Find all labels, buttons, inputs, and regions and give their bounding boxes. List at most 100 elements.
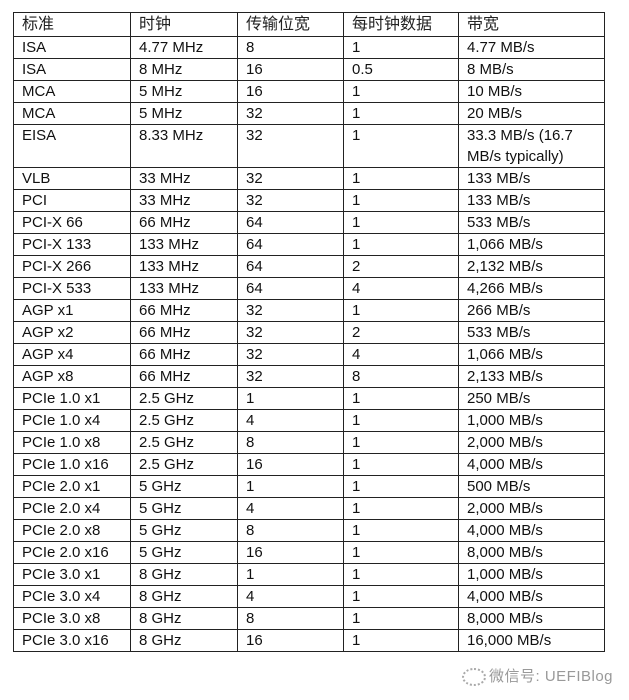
table-row: AGP x2 66 MHz 32 2 533 MB/s bbox=[13, 321, 605, 344]
table-row: AGP x4 66 MHz 32 4 1,066 MB/s bbox=[13, 343, 605, 366]
cell-standard: PCIe 3.0 x16 bbox=[13, 629, 131, 652]
cell-clock: 66 MHz bbox=[130, 321, 238, 344]
cell-data-per-clock: 1 bbox=[343, 541, 459, 564]
cell-bus-width: 16 bbox=[237, 58, 344, 81]
cell-standard: PCIe 3.0 x4 bbox=[13, 585, 131, 608]
table-row: AGP x8 66 MHz 32 8 2,133 MB/s bbox=[13, 365, 605, 388]
table-row: PCI-X 66 66 MHz 64 1 533 MB/s bbox=[13, 211, 605, 234]
cell-standard: EISA bbox=[13, 124, 131, 168]
cell-clock: 8 GHz bbox=[130, 629, 238, 652]
table-row: ISA 4.77 MHz 8 1 4.77 MB/s bbox=[13, 36, 605, 59]
cell-clock: 4.77 MHz bbox=[130, 36, 238, 59]
cell-bandwidth: 4,266 MB/s bbox=[458, 277, 605, 300]
cell-clock: 66 MHz bbox=[130, 343, 238, 366]
cell-clock: 8 MHz bbox=[130, 58, 238, 81]
cell-bus-width: 32 bbox=[237, 102, 344, 125]
cell-bandwidth: 4,000 MB/s bbox=[458, 585, 605, 608]
cell-data-per-clock: 1 bbox=[343, 431, 459, 454]
cell-standard: ISA bbox=[13, 36, 131, 59]
cell-data-per-clock: 1 bbox=[343, 475, 459, 498]
cell-bandwidth: 1,000 MB/s bbox=[458, 563, 605, 586]
cell-bus-width: 8 bbox=[237, 519, 344, 542]
cell-standard: AGP x2 bbox=[13, 321, 131, 344]
cell-data-per-clock: 1 bbox=[343, 497, 459, 520]
cell-clock: 2.5 GHz bbox=[130, 431, 238, 454]
cell-bus-width: 16 bbox=[237, 453, 344, 476]
header-data-per-clock: 每时钟数据 bbox=[343, 12, 459, 37]
cell-standard: PCIe 2.0 x4 bbox=[13, 497, 131, 520]
table-row: PCIe 3.0 x8 8 GHz 8 1 8,000 MB/s bbox=[13, 607, 605, 630]
cell-data-per-clock: 1 bbox=[343, 387, 459, 410]
cell-clock: 8 GHz bbox=[130, 607, 238, 630]
cell-bandwidth: 2,133 MB/s bbox=[458, 365, 605, 388]
cell-bus-width: 32 bbox=[237, 365, 344, 388]
table-row: PCIe 3.0 x16 8 GHz 16 1 16,000 MB/s bbox=[13, 629, 605, 652]
cell-bus-width: 4 bbox=[237, 409, 344, 432]
cell-clock: 8.33 MHz bbox=[130, 124, 238, 168]
cell-data-per-clock: 1 bbox=[343, 299, 459, 322]
cell-bus-width: 32 bbox=[237, 299, 344, 322]
table-row: ISA 8 MHz 16 0.5 8 MB/s bbox=[13, 58, 605, 81]
watermark-text: 微信号: UEFIBlog bbox=[489, 668, 614, 685]
header-bus-width: 传输位宽 bbox=[237, 12, 344, 37]
cell-clock: 5 MHz bbox=[130, 80, 238, 103]
cell-data-per-clock: 1 bbox=[343, 233, 459, 256]
cell-bandwidth: 10 MB/s bbox=[458, 80, 605, 103]
header-bandwidth: 带宽 bbox=[458, 12, 605, 37]
cell-bandwidth: 133 MB/s bbox=[458, 167, 605, 190]
cell-bus-width: 64 bbox=[237, 233, 344, 256]
cell-data-per-clock: 1 bbox=[343, 519, 459, 542]
cell-bus-width: 8 bbox=[237, 431, 344, 454]
cell-clock: 5 GHz bbox=[130, 541, 238, 564]
table-row: AGP x1 66 MHz 32 1 266 MB/s bbox=[13, 299, 605, 322]
cell-bandwidth: 2,000 MB/s bbox=[458, 497, 605, 520]
cell-bus-width: 64 bbox=[237, 277, 344, 300]
cell-bandwidth: 8,000 MB/s bbox=[458, 541, 605, 564]
cell-standard: AGP x4 bbox=[13, 343, 131, 366]
cell-standard: AGP x1 bbox=[13, 299, 131, 322]
cell-bandwidth: 33.3 MB/s (16.7 MB/s typically) bbox=[458, 124, 605, 168]
table-row: VLB 33 MHz 32 1 133 MB/s bbox=[13, 167, 605, 190]
cell-clock: 5 GHz bbox=[130, 519, 238, 542]
cell-clock: 2.5 GHz bbox=[130, 409, 238, 432]
cell-bus-width: 4 bbox=[237, 585, 344, 608]
cell-data-per-clock: 0.5 bbox=[343, 58, 459, 81]
cell-bus-width: 1 bbox=[237, 475, 344, 498]
cell-clock: 133 MHz bbox=[130, 255, 238, 278]
cell-clock: 66 MHz bbox=[130, 211, 238, 234]
cell-data-per-clock: 1 bbox=[343, 585, 459, 608]
cell-standard: PCI bbox=[13, 189, 131, 212]
cell-clock: 5 GHz bbox=[130, 475, 238, 498]
cell-data-per-clock: 1 bbox=[343, 409, 459, 432]
cell-bandwidth: 4.77 MB/s bbox=[458, 36, 605, 59]
cell-data-per-clock: 1 bbox=[343, 124, 459, 168]
cell-standard: PCIe 2.0 x8 bbox=[13, 519, 131, 542]
cell-bus-width: 16 bbox=[237, 629, 344, 652]
cell-bandwidth: 1,066 MB/s bbox=[458, 233, 605, 256]
cell-standard: PCIe 1.0 x1 bbox=[13, 387, 131, 410]
table-row: PCIe 2.0 x4 5 GHz 4 1 2,000 MB/s bbox=[13, 497, 605, 520]
cell-bus-width: 8 bbox=[237, 607, 344, 630]
cell-data-per-clock: 1 bbox=[343, 563, 459, 586]
cell-bandwidth: 1,066 MB/s bbox=[458, 343, 605, 366]
cell-standard: ISA bbox=[13, 58, 131, 81]
table-row: PCI 33 MHz 32 1 133 MB/s bbox=[13, 189, 605, 212]
cell-data-per-clock: 1 bbox=[343, 167, 459, 190]
cell-clock: 8 GHz bbox=[130, 585, 238, 608]
cell-standard: PCIe 2.0 x1 bbox=[13, 475, 131, 498]
cell-bus-width: 32 bbox=[237, 321, 344, 344]
cell-standard: PCIe 1.0 x8 bbox=[13, 431, 131, 454]
cell-standard: PCIe 1.0 x16 bbox=[13, 453, 131, 476]
cell-clock: 2.5 GHz bbox=[130, 453, 238, 476]
table-row: PCI-X 533 133 MHz 64 4 4,266 MB/s bbox=[13, 277, 605, 300]
cell-bus-width: 32 bbox=[237, 189, 344, 212]
cell-bandwidth: 266 MB/s bbox=[458, 299, 605, 322]
cell-bandwidth: 533 MB/s bbox=[458, 211, 605, 234]
table-row: PCI-X 266 133 MHz 64 2 2,132 MB/s bbox=[13, 255, 605, 278]
cell-standard: PCIe 3.0 x8 bbox=[13, 607, 131, 630]
cell-bus-width: 32 bbox=[237, 167, 344, 190]
cell-data-per-clock: 1 bbox=[343, 629, 459, 652]
cell-bus-width: 64 bbox=[237, 255, 344, 278]
table-row: PCIe 3.0 x4 8 GHz 4 1 4,000 MB/s bbox=[13, 585, 605, 608]
cell-data-per-clock: 1 bbox=[343, 36, 459, 59]
